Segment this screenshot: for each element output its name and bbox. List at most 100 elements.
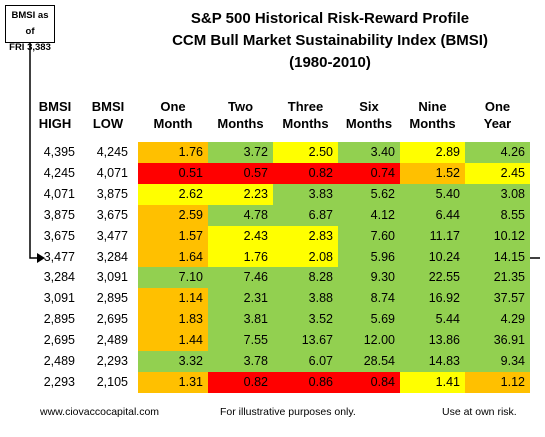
return-cell: 4.78 <box>208 204 273 226</box>
return-cell: 1.12 <box>465 371 530 393</box>
range-cell: 2,489 <box>96 333 128 348</box>
return-cell: 1.31 <box>138 371 208 393</box>
range-cell: 4,071 <box>43 186 75 201</box>
return-cell: 37.57 <box>465 288 530 310</box>
return-cell: 3.08 <box>465 183 530 205</box>
header-line: BMSI <box>38 99 72 114</box>
range-cell: 3,675 <box>43 228 75 243</box>
return-cell: 7.46 <box>208 267 273 289</box>
return-cell: 2.50 <box>273 142 338 163</box>
range-cell: 2,293 <box>96 354 128 368</box>
return-cell: 2.62 <box>138 183 208 205</box>
return-cell: 4.12 <box>338 204 400 226</box>
return-cell: 21.35 <box>465 267 530 289</box>
return-cell: 3.78 <box>208 351 273 372</box>
return-cell: 12.00 <box>338 330 400 352</box>
range-cell: 4,395 <box>43 145 75 159</box>
return-cell: 1.64 <box>138 246 208 268</box>
column-header: One Month <box>133 98 213 132</box>
title: (1980-2010) <box>289 54 371 71</box>
return-cell: 2.23 <box>208 183 273 205</box>
return-cell: 11.17 <box>400 225 465 247</box>
return-cell: 1.76 <box>138 142 208 163</box>
callout-line: BMSI as of <box>11 10 49 37</box>
header-line: Three <box>287 99 324 114</box>
return-cell: 2.43 <box>208 225 273 247</box>
return-cell: 1.83 <box>138 309 208 331</box>
range-cell: 2,695 <box>96 312 128 327</box>
header-line: Months <box>345 116 393 131</box>
range-cell: 2,895 <box>96 291 128 306</box>
column-header: Two Months <box>203 98 278 132</box>
return-cell: 0.51 <box>138 162 208 184</box>
return-cell: 4.26 <box>465 142 530 163</box>
range-cell: 2,105 <box>96 374 128 389</box>
range-cell: 3,284 <box>96 249 128 264</box>
range-cell: 2,293 <box>43 374 75 389</box>
return-cell: 1.76 <box>208 246 273 268</box>
range-cell: 4,071 <box>96 165 128 180</box>
return-cell: 4.29 <box>465 309 530 331</box>
header-line: Two <box>227 99 254 114</box>
range-cell: 3,875 <box>96 186 128 201</box>
return-cell: 0.82 <box>208 371 273 393</box>
return-cell: 3.81 <box>208 309 273 331</box>
return-cell: 13.67 <box>273 330 338 352</box>
header-line: Six <box>359 99 379 114</box>
callout-arrowhead <box>37 253 45 263</box>
return-cell: 13.86 <box>400 330 465 352</box>
return-cell: 10.12 <box>465 225 530 247</box>
return-cell: 3.88 <box>273 288 338 310</box>
return-cell: 3.52 <box>273 309 338 331</box>
return-cell: 36.91 <box>465 330 530 352</box>
return-cell: 5.69 <box>338 309 400 331</box>
return-cell: 0.74 <box>338 162 400 184</box>
return-cell: 14.15 <box>465 246 530 268</box>
header-line: Months <box>282 116 329 131</box>
header-line: One <box>484 99 511 114</box>
range-cell: 3,875 <box>43 207 75 222</box>
return-cell: 7.60 <box>338 225 400 247</box>
return-cell: 1.57 <box>138 225 208 247</box>
return-cell: 5.62 <box>338 183 400 205</box>
range-cell: 3,091 <box>43 291 75 306</box>
header-line: HIGH <box>38 116 72 131</box>
return-cell: 5.44 <box>400 309 465 331</box>
return-cell: 14.83 <box>400 351 465 372</box>
range-cell: 4,245 <box>43 165 75 180</box>
return-cell: 2.89 <box>400 142 465 163</box>
return-cell: 8.28 <box>273 267 338 289</box>
return-cell: 2.59 <box>138 204 208 226</box>
return-cell: 3.40 <box>338 142 400 163</box>
footer-center: For illustrative purposes only. <box>220 406 356 418</box>
return-cell: 16.92 <box>400 288 465 310</box>
column-header: BMSI LOW <box>78 98 138 132</box>
footer-left: www.ciovaccocapital.com <box>40 406 160 418</box>
return-cell: 6.87 <box>273 204 338 226</box>
return-cell: 0.84 <box>338 371 400 393</box>
column-header: Six Months <box>333 98 405 132</box>
return-cell: 2.83 <box>273 225 338 247</box>
return-cell: 0.82 <box>273 162 338 184</box>
range-cell: 2,489 <box>43 354 75 368</box>
return-cell: 2.08 <box>273 246 338 268</box>
return-cell: 1.52 <box>400 162 465 184</box>
range-cell: 3,284 <box>43 270 75 285</box>
header-line: Months <box>217 116 264 131</box>
range-cell: 2,895 <box>43 312 75 327</box>
return-cell: 3.72 <box>208 142 273 163</box>
return-cell: 0.86 <box>273 371 338 393</box>
header-line: Nine <box>418 99 447 114</box>
column-header: BMSI HIGH <box>25 98 85 132</box>
header-line: Year <box>483 116 512 131</box>
column-header: Nine Months <box>395 98 470 132</box>
callout-arrow <box>29 43 40 259</box>
return-cell: 3.83 <box>273 183 338 205</box>
range-cell: 3,091 <box>96 270 128 285</box>
column-header: Three Months <box>268 98 343 132</box>
return-cell: 8.74 <box>338 288 400 310</box>
return-cell: 5.40 <box>400 183 465 205</box>
return-cell: 8.55 <box>465 204 530 226</box>
return-cell: 9.30 <box>338 267 400 289</box>
